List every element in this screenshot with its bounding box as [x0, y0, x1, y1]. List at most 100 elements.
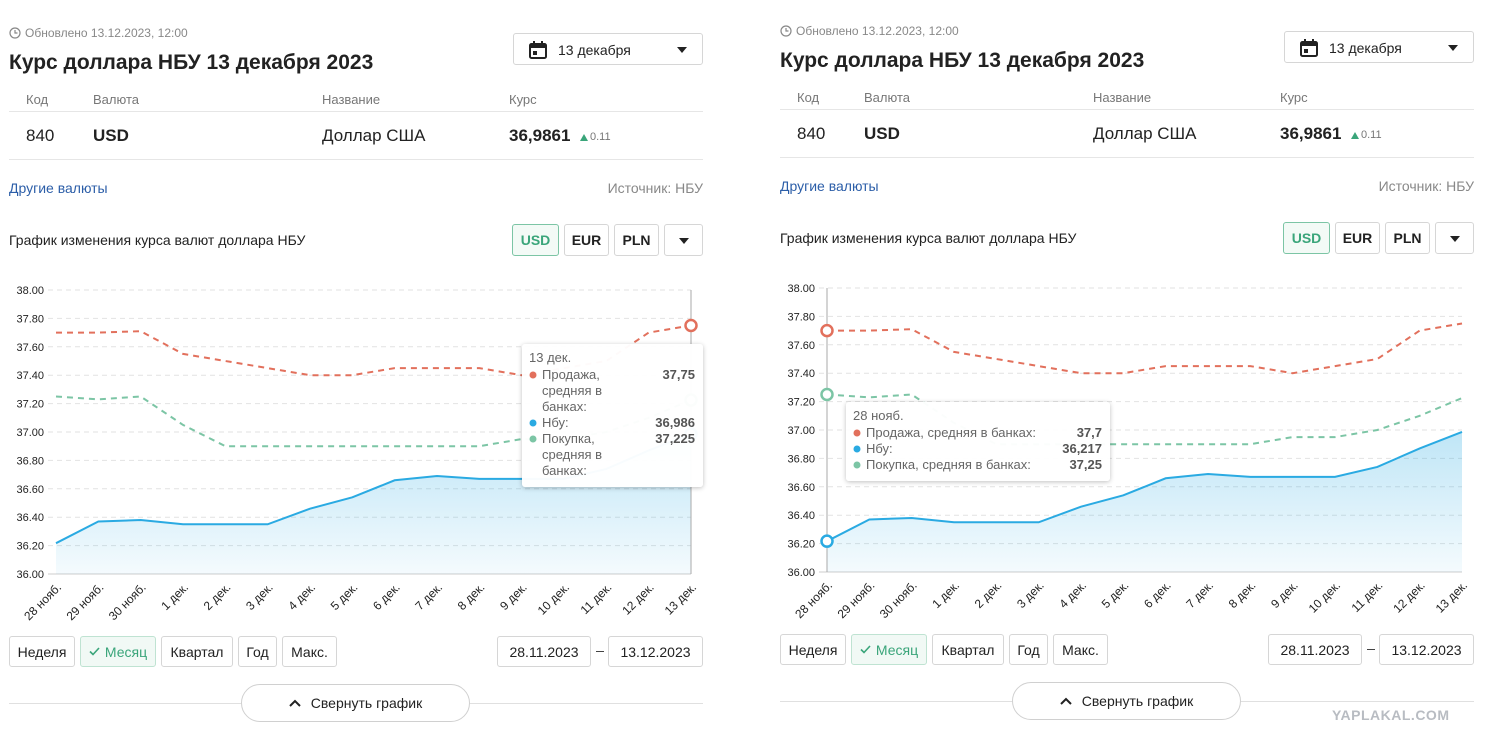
period-label: Квартал [941, 641, 995, 658]
period-button[interactable]: Месяц [80, 636, 156, 667]
x-tick-label: 13 дек. [1433, 578, 1470, 615]
y-tick-label: 36.60 [787, 482, 815, 494]
y-tick-label: 36.80 [787, 453, 815, 465]
tooltip-value: 37,7 [1076, 425, 1102, 440]
check-icon [89, 647, 100, 656]
chevron-up [289, 699, 301, 707]
table-divider [780, 157, 1474, 158]
y-tick-label: 38.00 [16, 285, 44, 297]
y-tick-label: 38.00 [787, 283, 815, 295]
dot [529, 371, 537, 379]
table-header: Код [797, 90, 820, 105]
x-tick-label: 7 дек. [1183, 578, 1216, 611]
y-tick-label: 37.00 [787, 425, 815, 437]
tooltip-row: Нбу: 36,217 [853, 441, 1102, 457]
period-label: Год [246, 643, 269, 660]
tooltip-label: Покупка, средняя в банках: [542, 431, 603, 478]
period-button[interactable]: Неделя [780, 634, 846, 665]
x-tick-label: 2 дек. [972, 578, 1005, 611]
date-from[interactable]: 28.11.2023 [497, 636, 591, 667]
period-button[interactable]: Месяц [851, 634, 927, 665]
dot [853, 445, 861, 453]
more-currencies-button[interactable] [664, 224, 703, 256]
x-tick-label: 10 дек. [535, 580, 572, 617]
date-picker[interactable]: 13 декабря [1284, 31, 1474, 63]
y-tick-label: 36.40 [787, 510, 815, 522]
period-button[interactable]: Макс. [1053, 634, 1108, 665]
y-tick-label: 37.00 [16, 427, 44, 439]
calendar-day [1304, 49, 1308, 53]
period-button[interactable]: Неделя [9, 636, 75, 667]
x-tick-label: 3 дек. [1014, 578, 1047, 611]
dropdown-caret [679, 238, 689, 244]
more-currencies-button[interactable] [1435, 222, 1474, 254]
area [56, 433, 691, 574]
x-tick-label: 9 дек. [1268, 578, 1301, 611]
tooltip-dot [529, 371, 537, 379]
period-label: Квартал [170, 643, 224, 660]
calendar-rings [533, 41, 543, 45]
tooltip-value: 36,986 [655, 415, 695, 430]
tooltip-row: Нбу: 36,986 [529, 415, 695, 431]
x-tick-label: 28 нояб. [792, 578, 835, 621]
currency-button[interactable]: PLN [1385, 222, 1430, 254]
tooltip-row: Покупка, средняя в банках: 37,25 [853, 457, 1102, 473]
hover-marker [820, 534, 834, 548]
y-tick-label: 37.60 [787, 340, 815, 352]
currency-button[interactable]: EUR [564, 224, 609, 256]
calendar-top [530, 44, 546, 48]
table-cell: Доллар США [322, 126, 426, 145]
table-cell: USD [864, 124, 900, 143]
chart-title: График изменения курса валют доллара НБУ [780, 230, 1077, 246]
period-button[interactable]: Квартал [161, 636, 233, 667]
tooltip: 13 дек. Продажа, средняя в банках: 37,75 Нб… [522, 344, 703, 487]
period-button[interactable]: Макс. [282, 636, 337, 667]
date-picker-label: 13 декабря [1329, 40, 1402, 56]
arrow [580, 134, 588, 141]
period-button[interactable]: Год [238, 636, 277, 667]
y-tick-label: 37.80 [16, 313, 44, 325]
y-tick-label: 37.80 [787, 311, 815, 323]
y-tick-label: 36.20 [787, 539, 815, 551]
clock-face [9, 27, 21, 39]
dropdown-caret [677, 47, 687, 53]
x-tick-label: 12 дек. [619, 580, 656, 617]
hover-marker [820, 387, 834, 402]
tooltip-value: 37,225 [655, 431, 695, 446]
table-header: Курс [509, 92, 537, 107]
currency-button[interactable]: PLN [614, 224, 659, 256]
currency-button[interactable]: USD [512, 224, 559, 256]
table-cell: Доллар США [1093, 124, 1197, 143]
date-picker-label: 13 декабря [558, 42, 631, 58]
date-to[interactable]: 13.12.2023 [1379, 634, 1474, 665]
period-label: Макс. [1062, 641, 1099, 658]
tooltip-title: 13 дек. [529, 350, 572, 365]
rate-change: 0.11 [1361, 129, 1382, 141]
other-currencies-link[interactable]: Другие валюты [780, 178, 879, 194]
x-tick-label: 29 нояб. [64, 580, 107, 623]
chart-title: График изменения курса валют доллара НБУ [9, 232, 306, 248]
currency-button[interactable]: EUR [1335, 222, 1380, 254]
date-from[interactable]: 28.11.2023 [1268, 634, 1362, 665]
other-currencies-link[interactable]: Другие валюты [9, 180, 108, 196]
check-icon [860, 645, 871, 654]
date-to[interactable]: 13.12.2023 [608, 636, 703, 667]
table-cell: 36,9861 [509, 126, 571, 145]
x-tick-label: 8 дек. [455, 580, 488, 613]
currency-button[interactable]: USD [1283, 222, 1330, 254]
check [89, 647, 100, 656]
date-picker[interactable]: 13 декабря [513, 33, 703, 65]
period-label: Месяц [875, 641, 919, 658]
period-label: Год [1017, 641, 1040, 658]
page-title: Курс доллара НБУ 13 декабря 2023 [9, 51, 374, 74]
calendar-rings [1304, 39, 1314, 43]
collapse-button[interactable]: Свернуть график [241, 684, 470, 722]
x-tick-label: 5 дек. [1099, 578, 1132, 611]
clock-icon [9, 27, 21, 39]
tooltip: 28 нояб. Продажа, средняя в банках: 37,7 Нб… [846, 402, 1110, 481]
period-button[interactable]: Квартал [932, 634, 1004, 665]
period-button[interactable]: Год [1009, 634, 1048, 665]
clock-face [780, 25, 792, 37]
collapse-button[interactable]: Свернуть график [1012, 682, 1241, 720]
